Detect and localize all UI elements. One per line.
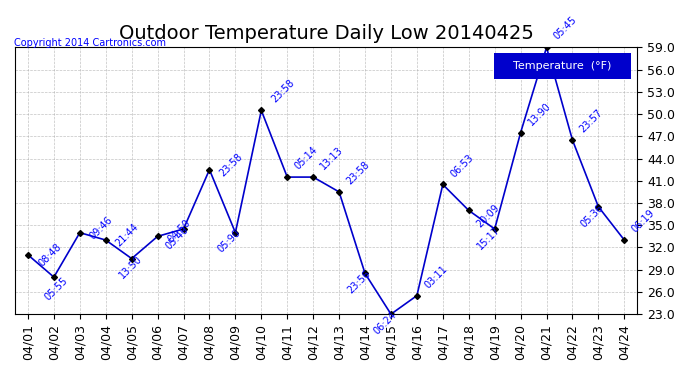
- Text: 23:57: 23:57: [578, 108, 605, 135]
- Text: 05:55: 05:55: [43, 275, 70, 302]
- Text: 06:24: 06:24: [371, 310, 398, 336]
- Text: 23:56: 23:56: [346, 269, 373, 296]
- Text: 03:11: 03:11: [422, 263, 449, 290]
- Text: 21:44: 21:44: [114, 222, 141, 248]
- Text: 20:09: 20:09: [474, 203, 501, 230]
- Text: 08:48: 08:48: [37, 242, 63, 269]
- Text: 23:58: 23:58: [345, 159, 371, 186]
- Text: 04:50: 04:50: [166, 218, 193, 245]
- Text: 13:13: 13:13: [319, 145, 346, 171]
- Text: 05:40: 05:40: [164, 224, 191, 251]
- Text: 09:46: 09:46: [88, 214, 115, 241]
- Text: Copyright 2014 Cartronics.com: Copyright 2014 Cartronics.com: [14, 38, 166, 48]
- Text: 05:45: 05:45: [552, 15, 579, 42]
- Text: 05:90: 05:90: [216, 228, 243, 255]
- Text: 23:58: 23:58: [270, 78, 297, 105]
- Text: 05:14: 05:14: [293, 145, 319, 171]
- Text: 13:90: 13:90: [526, 100, 553, 127]
- Text: 06:19: 06:19: [630, 208, 657, 234]
- Text: 06:53: 06:53: [448, 152, 475, 179]
- Text: 23:58: 23:58: [218, 151, 245, 178]
- Text: 05:36: 05:36: [579, 202, 606, 229]
- Text: 15:17: 15:17: [475, 224, 502, 251]
- Text: 13:50: 13:50: [118, 254, 145, 281]
- Title: Outdoor Temperature Daily Low 20140425: Outdoor Temperature Daily Low 20140425: [119, 24, 533, 43]
